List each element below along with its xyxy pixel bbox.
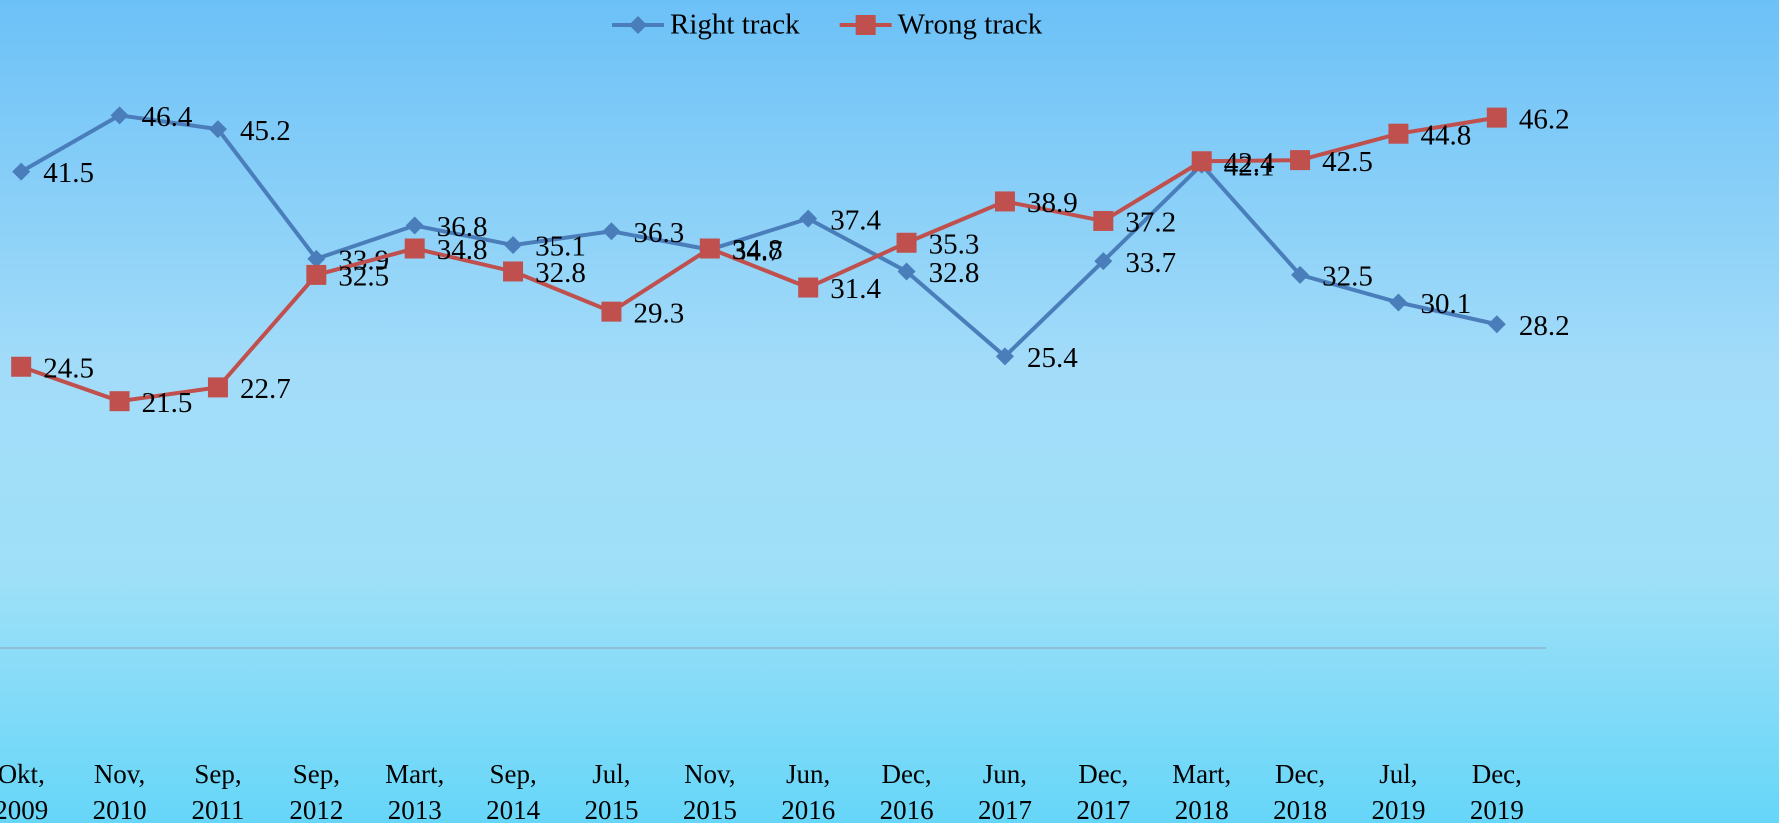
marker (855, 15, 876, 35)
x-tick-label: Dec, 2019 (1469, 759, 1524, 823)
x-tick-label: Jun, 2016 (781, 759, 836, 823)
x-tick-label: Sep, 2011 (191, 759, 245, 823)
data-label: 37.2 (1125, 207, 1176, 239)
data-label: 25.4 (1027, 342, 1078, 374)
data-label: 35.3 (929, 228, 980, 260)
data-label: 29.3 (633, 297, 684, 329)
data-label: 37.4 (830, 204, 881, 236)
data-label: 31.4 (830, 273, 881, 305)
marker (503, 261, 524, 282)
marker (1093, 210, 1114, 231)
data-label: 22.7 (240, 373, 291, 405)
data-label: 33.7 (1125, 247, 1176, 279)
marker (12, 162, 31, 181)
marker (405, 216, 424, 235)
x-tick-label: Nov, 2010 (92, 759, 147, 823)
data-label: 35.1 (535, 231, 586, 263)
data-label: 32.8 (929, 257, 980, 289)
legend-label: Wrong track (898, 9, 1043, 41)
data-label: 32.5 (338, 261, 389, 293)
x-tick-label: Jul, 2015 (584, 759, 639, 823)
data-label: 46.4 (142, 101, 193, 133)
x-tick-label: Dec, 2016 (879, 759, 934, 823)
marker (699, 238, 720, 259)
data-label: 30.1 (1420, 288, 1471, 320)
x-tick-label: Jul, 2019 (1371, 759, 1426, 823)
marker (602, 222, 621, 241)
x-tick-label: Mart, 2018 (1172, 759, 1232, 823)
marker (1291, 265, 1310, 284)
marker (1486, 107, 1507, 128)
legend-label: Right track (670, 9, 800, 41)
x-tick-label: Sep, 2014 (486, 759, 541, 823)
data-label: 32.5 (1322, 261, 1373, 293)
x-tick-label: Sep, 2012 (289, 759, 344, 823)
marker (109, 391, 130, 412)
x-tick-label: Nov, 2015 (682, 759, 737, 823)
x-tick-label: Dec, 2017 (1076, 759, 1131, 823)
marker (207, 377, 228, 398)
data-label: 24.5 (43, 352, 94, 384)
marker (1094, 252, 1113, 271)
data-label: 41.5 (43, 157, 94, 189)
marker (629, 16, 647, 34)
marker (897, 262, 916, 281)
marker (306, 264, 327, 285)
marker (1389, 293, 1408, 312)
data-label: 28.2 (1519, 310, 1570, 342)
data-label: 21.5 (142, 387, 193, 419)
x-tick-label: Okt, 2009 (0, 759, 49, 823)
series-line (20, 115, 1498, 404)
marker (504, 236, 523, 255)
data-label: 32.8 (535, 257, 586, 289)
marker (994, 191, 1015, 212)
marker (601, 301, 622, 322)
data-label: 38.9 (1027, 187, 1078, 219)
marker (208, 120, 227, 139)
marker (110, 106, 129, 125)
x-tick-label: Dec, 2018 (1273, 759, 1328, 823)
marker (896, 232, 917, 253)
marker (1388, 123, 1409, 144)
data-label: 34.8 (437, 234, 488, 266)
marker (11, 356, 32, 377)
data-label: 45.2 (240, 115, 291, 147)
x-tick-label: Mart, 2013 (385, 759, 445, 823)
data-label: 42.5 (1322, 146, 1373, 178)
marker (1290, 150, 1311, 171)
data-label: 44.8 (1420, 119, 1471, 151)
marker (307, 249, 326, 268)
marker (799, 209, 818, 228)
marker (995, 347, 1014, 366)
data-label: 34.8 (732, 234, 783, 266)
data-label: 42.1 (1224, 150, 1275, 182)
marker (798, 277, 819, 298)
series-line (20, 113, 1498, 360)
marker (404, 238, 425, 259)
marker (1487, 315, 1506, 334)
data-label: 42.4 (1224, 147, 1275, 179)
data-label: 36.8 (437, 211, 488, 243)
data-label: 36.3 (633, 217, 684, 249)
data-label: 46.2 (1519, 103, 1570, 135)
x-tick-label: Jun, 2017 (977, 759, 1032, 823)
marker (1191, 151, 1212, 172)
